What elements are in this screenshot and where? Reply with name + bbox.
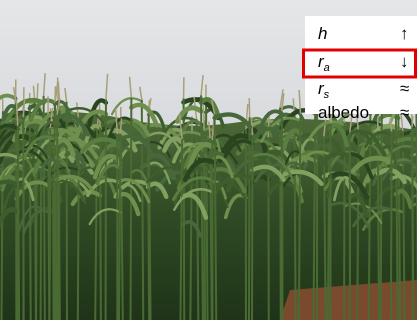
- stalk: [30, 105, 31, 320]
- symbol: albedo: [318, 103, 369, 122]
- scene: h↑ra↓rs≈albedo≈: [0, 0, 417, 320]
- page: {"legend": {"rows": [ {"symbol": "h", "a…: [0, 0, 417, 320]
- stalk: [57, 115, 58, 320]
- stalk: [294, 115, 295, 320]
- legend-symbol: h: [318, 24, 327, 43]
- tassel: [268, 114, 269, 138]
- subscript: a: [324, 62, 330, 74]
- subscript: s: [324, 89, 330, 101]
- legend-arrow: ≈: [400, 103, 409, 122]
- stalk: [391, 131, 392, 320]
- legend-arrow: ↓: [400, 52, 409, 71]
- stalk: [131, 98, 132, 320]
- stalk: [357, 131, 358, 320]
- stalk: [18, 126, 19, 320]
- legend-arrow: ≈: [400, 79, 409, 98]
- stalk: [280, 108, 281, 320]
- tassel: [55, 86, 56, 104]
- stalk: [50, 128, 51, 320]
- legend-arrow: ↑: [400, 24, 409, 43]
- stalk: [119, 133, 120, 320]
- legend-symbol: albedo: [318, 103, 369, 122]
- tassel: [99, 104, 100, 128]
- stalk: [249, 117, 250, 320]
- legend: h↑ra↓rs≈albedo≈: [304, 16, 417, 122]
- stalk: [54, 104, 55, 320]
- symbol: h: [318, 24, 327, 43]
